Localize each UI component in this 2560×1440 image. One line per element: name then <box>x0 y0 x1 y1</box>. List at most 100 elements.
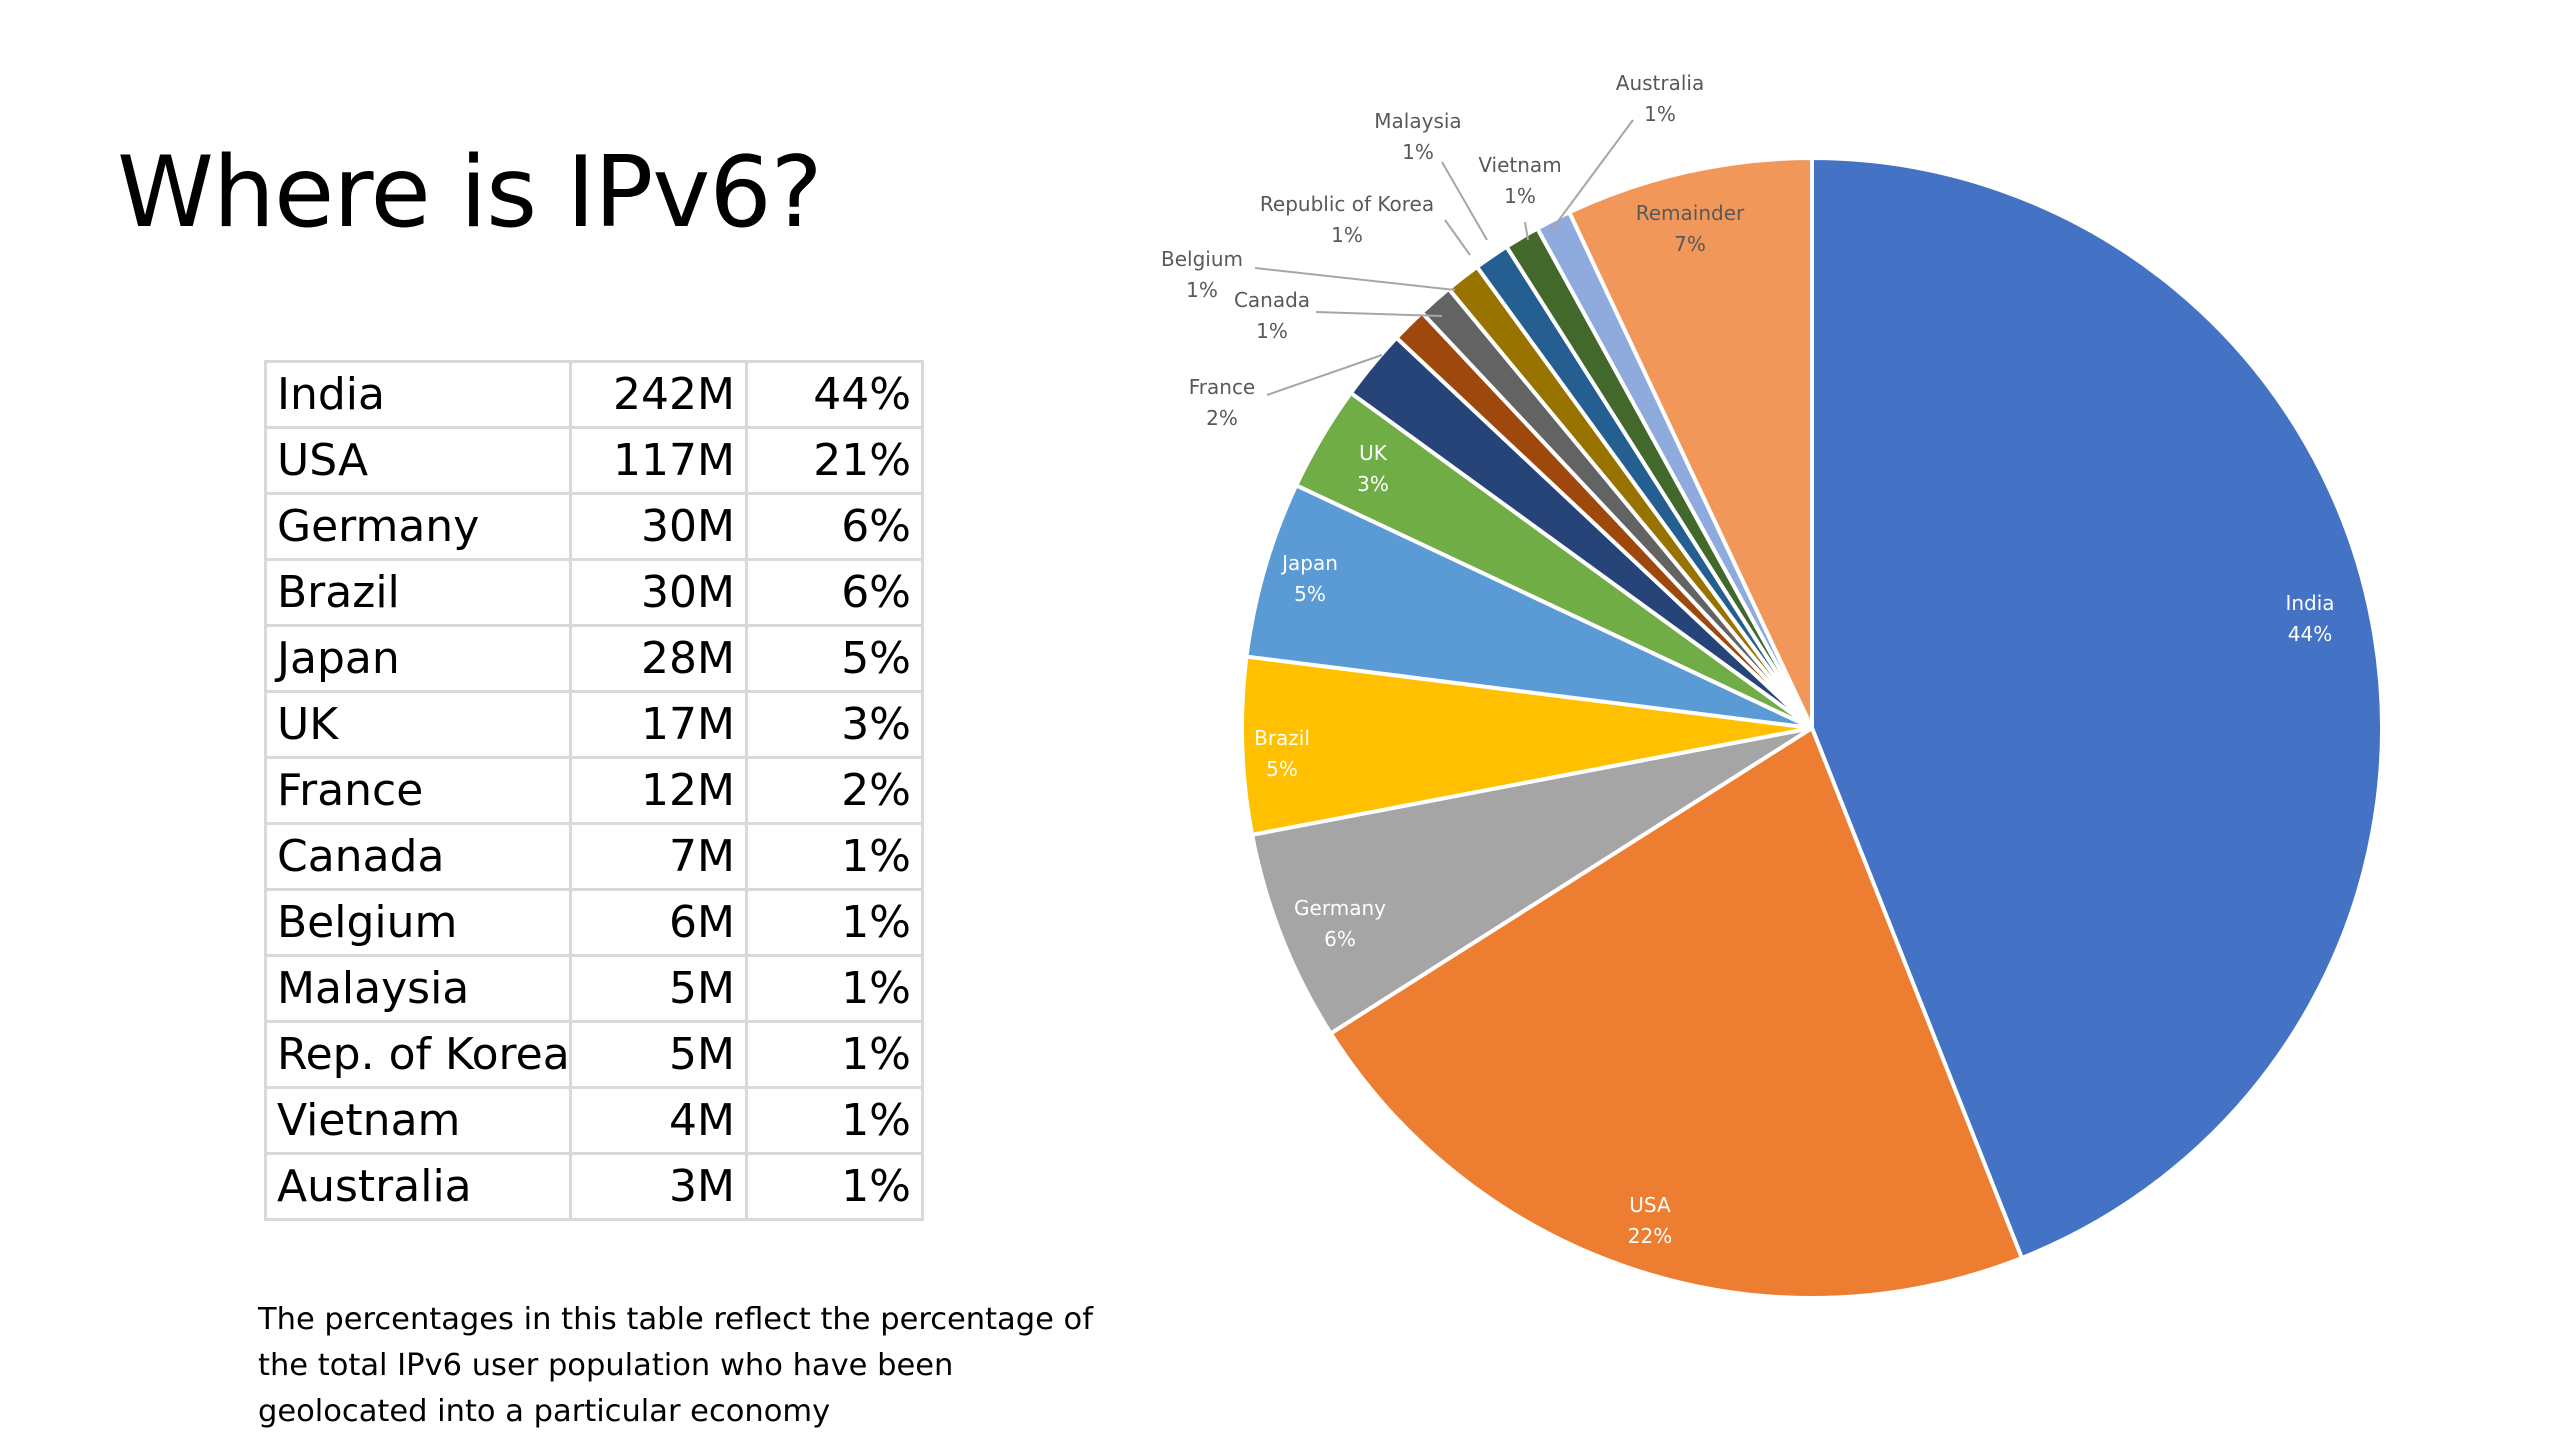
slice-label-name: India <box>2285 591 2334 615</box>
slice-label-malaysia: Malaysia 1% <box>1374 109 1461 164</box>
slice-label-india: India 44% <box>2285 591 2334 646</box>
table-row: USA 117M 21% <box>264 426 924 495</box>
users-cell: 5M <box>569 1020 748 1089</box>
users-cell: 7M <box>569 822 748 891</box>
table-row: Australia 3M 1% <box>264 1152 924 1221</box>
table-row: France 12M 2% <box>264 756 924 825</box>
slice-label-name: Vietnam <box>1478 153 1561 177</box>
table-row: Germany 30M 6% <box>264 492 924 561</box>
slice-label-value: 1% <box>1331 223 1363 247</box>
slice-label-name: Canada <box>1234 288 1310 312</box>
country-cell: Rep. of Korea <box>264 1020 572 1089</box>
pie-slice-remainder <box>1566 155 1814 729</box>
slice-label-name: Republic of Korea <box>1260 192 1434 216</box>
users-cell: 242M <box>569 360 748 429</box>
share-cell: 3% <box>745 690 924 759</box>
slice-label-germany: Germany 6% <box>1294 896 1386 951</box>
footnote-line-2: the total IPv6 user population who have … <box>258 1348 954 1383</box>
country-cell: USA <box>264 426 572 495</box>
table-row: Rep. of Korea 5M 1% <box>264 1020 924 1089</box>
pie-slice-brazil <box>1239 654 1813 838</box>
leader-line-australia <box>1549 119 1634 233</box>
table-row: UK 17M 3% <box>264 690 924 759</box>
slice-label-japan: Japan 5% <box>1280 551 1338 606</box>
pie-slices <box>1239 155 2384 1300</box>
country-cell: UK <box>264 690 572 759</box>
slice-label-value: 6% <box>1324 927 1356 951</box>
share-cell: 5% <box>745 624 924 693</box>
pie-slice-japan <box>1244 482 1813 730</box>
slice-label-name: Belgium <box>1161 247 1243 271</box>
table-row: India 242M 44% <box>264 360 924 429</box>
slice-label-name: Germany <box>1294 896 1386 920</box>
pie-slice-india <box>1810 155 2384 1261</box>
country-cell: India <box>264 360 572 429</box>
slice-label-usa: USA 22% <box>1628 1193 1672 1248</box>
share-cell: 1% <box>745 1152 924 1221</box>
share-cell: 1% <box>745 1020 924 1089</box>
slice-label-name: Japan <box>1280 551 1338 575</box>
table-row: Belgium 6M 1% <box>264 888 924 957</box>
users-cell: 117M <box>569 426 748 495</box>
slice-label-value: 5% <box>1294 582 1326 606</box>
slice-label-value: 44% <box>2288 622 2332 646</box>
share-cell: 21% <box>745 426 924 495</box>
slice-label-name: Australia <box>1616 71 1704 95</box>
slice-label-belgium: Belgium 1% <box>1161 247 1243 302</box>
country-cell: Brazil <box>264 558 572 627</box>
leader-line-malaysia <box>1441 161 1488 241</box>
slice-label-value: 2% <box>1206 406 1238 430</box>
country-cell: Vietnam <box>264 1086 572 1155</box>
users-cell: 6M <box>569 888 748 957</box>
slice-label-name: France <box>1189 375 1256 399</box>
table-footnote: The percentages in this table reflect th… <box>258 1297 1138 1435</box>
slice-label-australia: Australia 1% <box>1616 71 1704 126</box>
country-cell: Germany <box>264 492 572 561</box>
slice-label-remainder: Remainder 7% <box>1636 201 1745 256</box>
country-cell: Malaysia <box>264 954 572 1023</box>
share-cell: 1% <box>745 888 924 957</box>
table-row: Brazil 30M 6% <box>264 558 924 627</box>
share-cell: 6% <box>745 492 924 561</box>
share-cell: 1% <box>745 822 924 891</box>
table-row: Vietnam 4M 1% <box>264 1086 924 1155</box>
slice-label-brazil: Brazil 5% <box>1254 726 1310 781</box>
slice-label-value: 1% <box>1644 102 1676 126</box>
country-cell: Japan <box>264 624 572 693</box>
table-row: Malaysia 5M 1% <box>264 954 924 1023</box>
share-cell: 2% <box>745 756 924 825</box>
country-cell: France <box>264 756 572 825</box>
slice-label-uk: UK 3% <box>1357 441 1389 496</box>
users-cell: 30M <box>569 558 748 627</box>
slice-label-value: 3% <box>1357 472 1389 496</box>
pie-slice-germany <box>1249 726 1814 1037</box>
slice-label-value: 1% <box>1256 319 1288 343</box>
share-cell: 44% <box>745 360 924 429</box>
share-cell: 6% <box>745 558 924 627</box>
users-cell: 3M <box>569 1152 748 1221</box>
slice-label-name: USA <box>1629 1193 1671 1217</box>
country-cell: Belgium <box>264 888 572 957</box>
footnote-line-3: geolocated into a particular economy <box>258 1394 831 1429</box>
country-cell: Australia <box>264 1152 572 1221</box>
ipv6-users-table: India 242M 44% USA 117M 21% Germany 30M 6% Brazil… <box>264 360 924 1221</box>
leader-lines <box>1254 119 1634 396</box>
slice-label-name: UK <box>1359 441 1388 465</box>
country-cell: Canada <box>264 822 572 891</box>
users-cell: 17M <box>569 690 748 759</box>
leader-line-france <box>1266 354 1383 396</box>
pie-slice-usa <box>1327 725 2025 1300</box>
slide-title: Where is IPv6? <box>117 136 823 250</box>
users-cell: 30M <box>569 492 748 561</box>
leader-line-belgium <box>1254 267 1456 291</box>
users-cell: 28M <box>569 624 748 693</box>
share-cell: 1% <box>745 1086 924 1155</box>
slice-label-value: 7% <box>1674 232 1706 256</box>
slice-label-name: Brazil <box>1254 726 1310 750</box>
slice-label-canada: Canada 1% <box>1234 288 1310 343</box>
users-cell: 12M <box>569 756 748 825</box>
slice-labels: India 44% USA 22% Germany 6% Brazil 5% Japan 5% UK… <box>1161 71 2335 1248</box>
footnote-line-1: The percentages in this table reflect th… <box>258 1302 1093 1337</box>
table-row: Japan 28M 5% <box>264 624 924 693</box>
